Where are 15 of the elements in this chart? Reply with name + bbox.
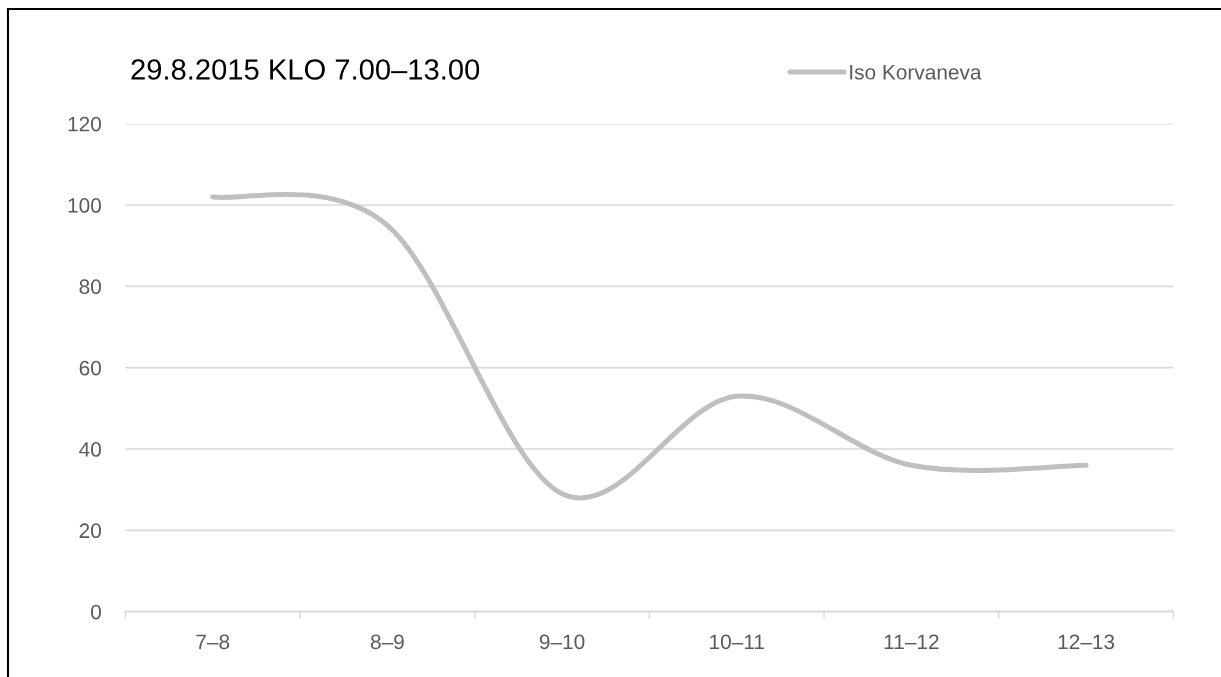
y-tick-label: 60 <box>79 360 101 376</box>
y-tick-label: 80 <box>79 279 101 295</box>
legend-label: Iso Korvaneva <box>850 65 982 80</box>
x-tick-label: 9–10 <box>539 634 585 650</box>
y-tick-label: 20 <box>79 523 101 539</box>
x-tick-label: 12–13 <box>1058 634 1115 650</box>
chart-title: 29.8.2015 KLO 7.00–13.00 <box>131 59 480 80</box>
x-tick-label: 7–8 <box>196 634 230 650</box>
y-tick-label: 120 <box>68 116 101 132</box>
y-tick-label: 100 <box>68 198 101 213</box>
x-tick-label: 11–12 <box>884 634 939 650</box>
x-tick-label: 10–11 <box>710 634 764 650</box>
y-tick-label: 40 <box>79 442 101 457</box>
y-tick-label: 0 <box>91 604 101 620</box>
x-tick-label: 8–9 <box>370 634 404 650</box>
